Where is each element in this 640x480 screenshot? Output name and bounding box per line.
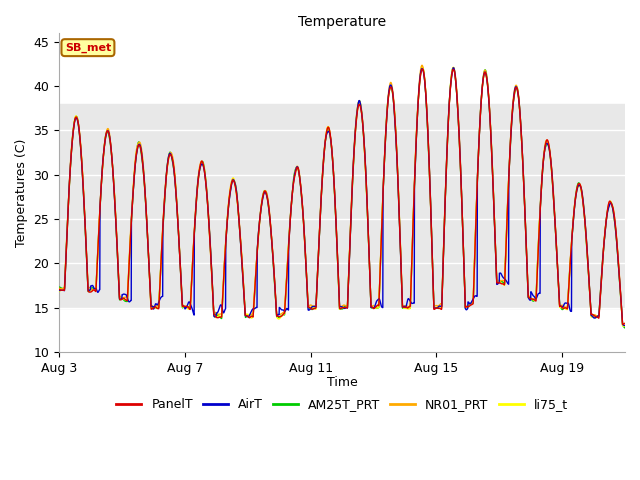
X-axis label: Time: Time: [326, 376, 358, 389]
Bar: [59, 104, 625, 308]
Text: SB_met: SB_met: [65, 43, 111, 53]
Legend: PanelT, AirT, AM25T_PRT, NR01_PRT, li75_t: PanelT, AirT, AM25T_PRT, NR01_PRT, li75_…: [111, 393, 573, 416]
Y-axis label: Temperatures (C): Temperatures (C): [15, 138, 28, 247]
Title: Temperature: Temperature: [298, 15, 386, 29]
